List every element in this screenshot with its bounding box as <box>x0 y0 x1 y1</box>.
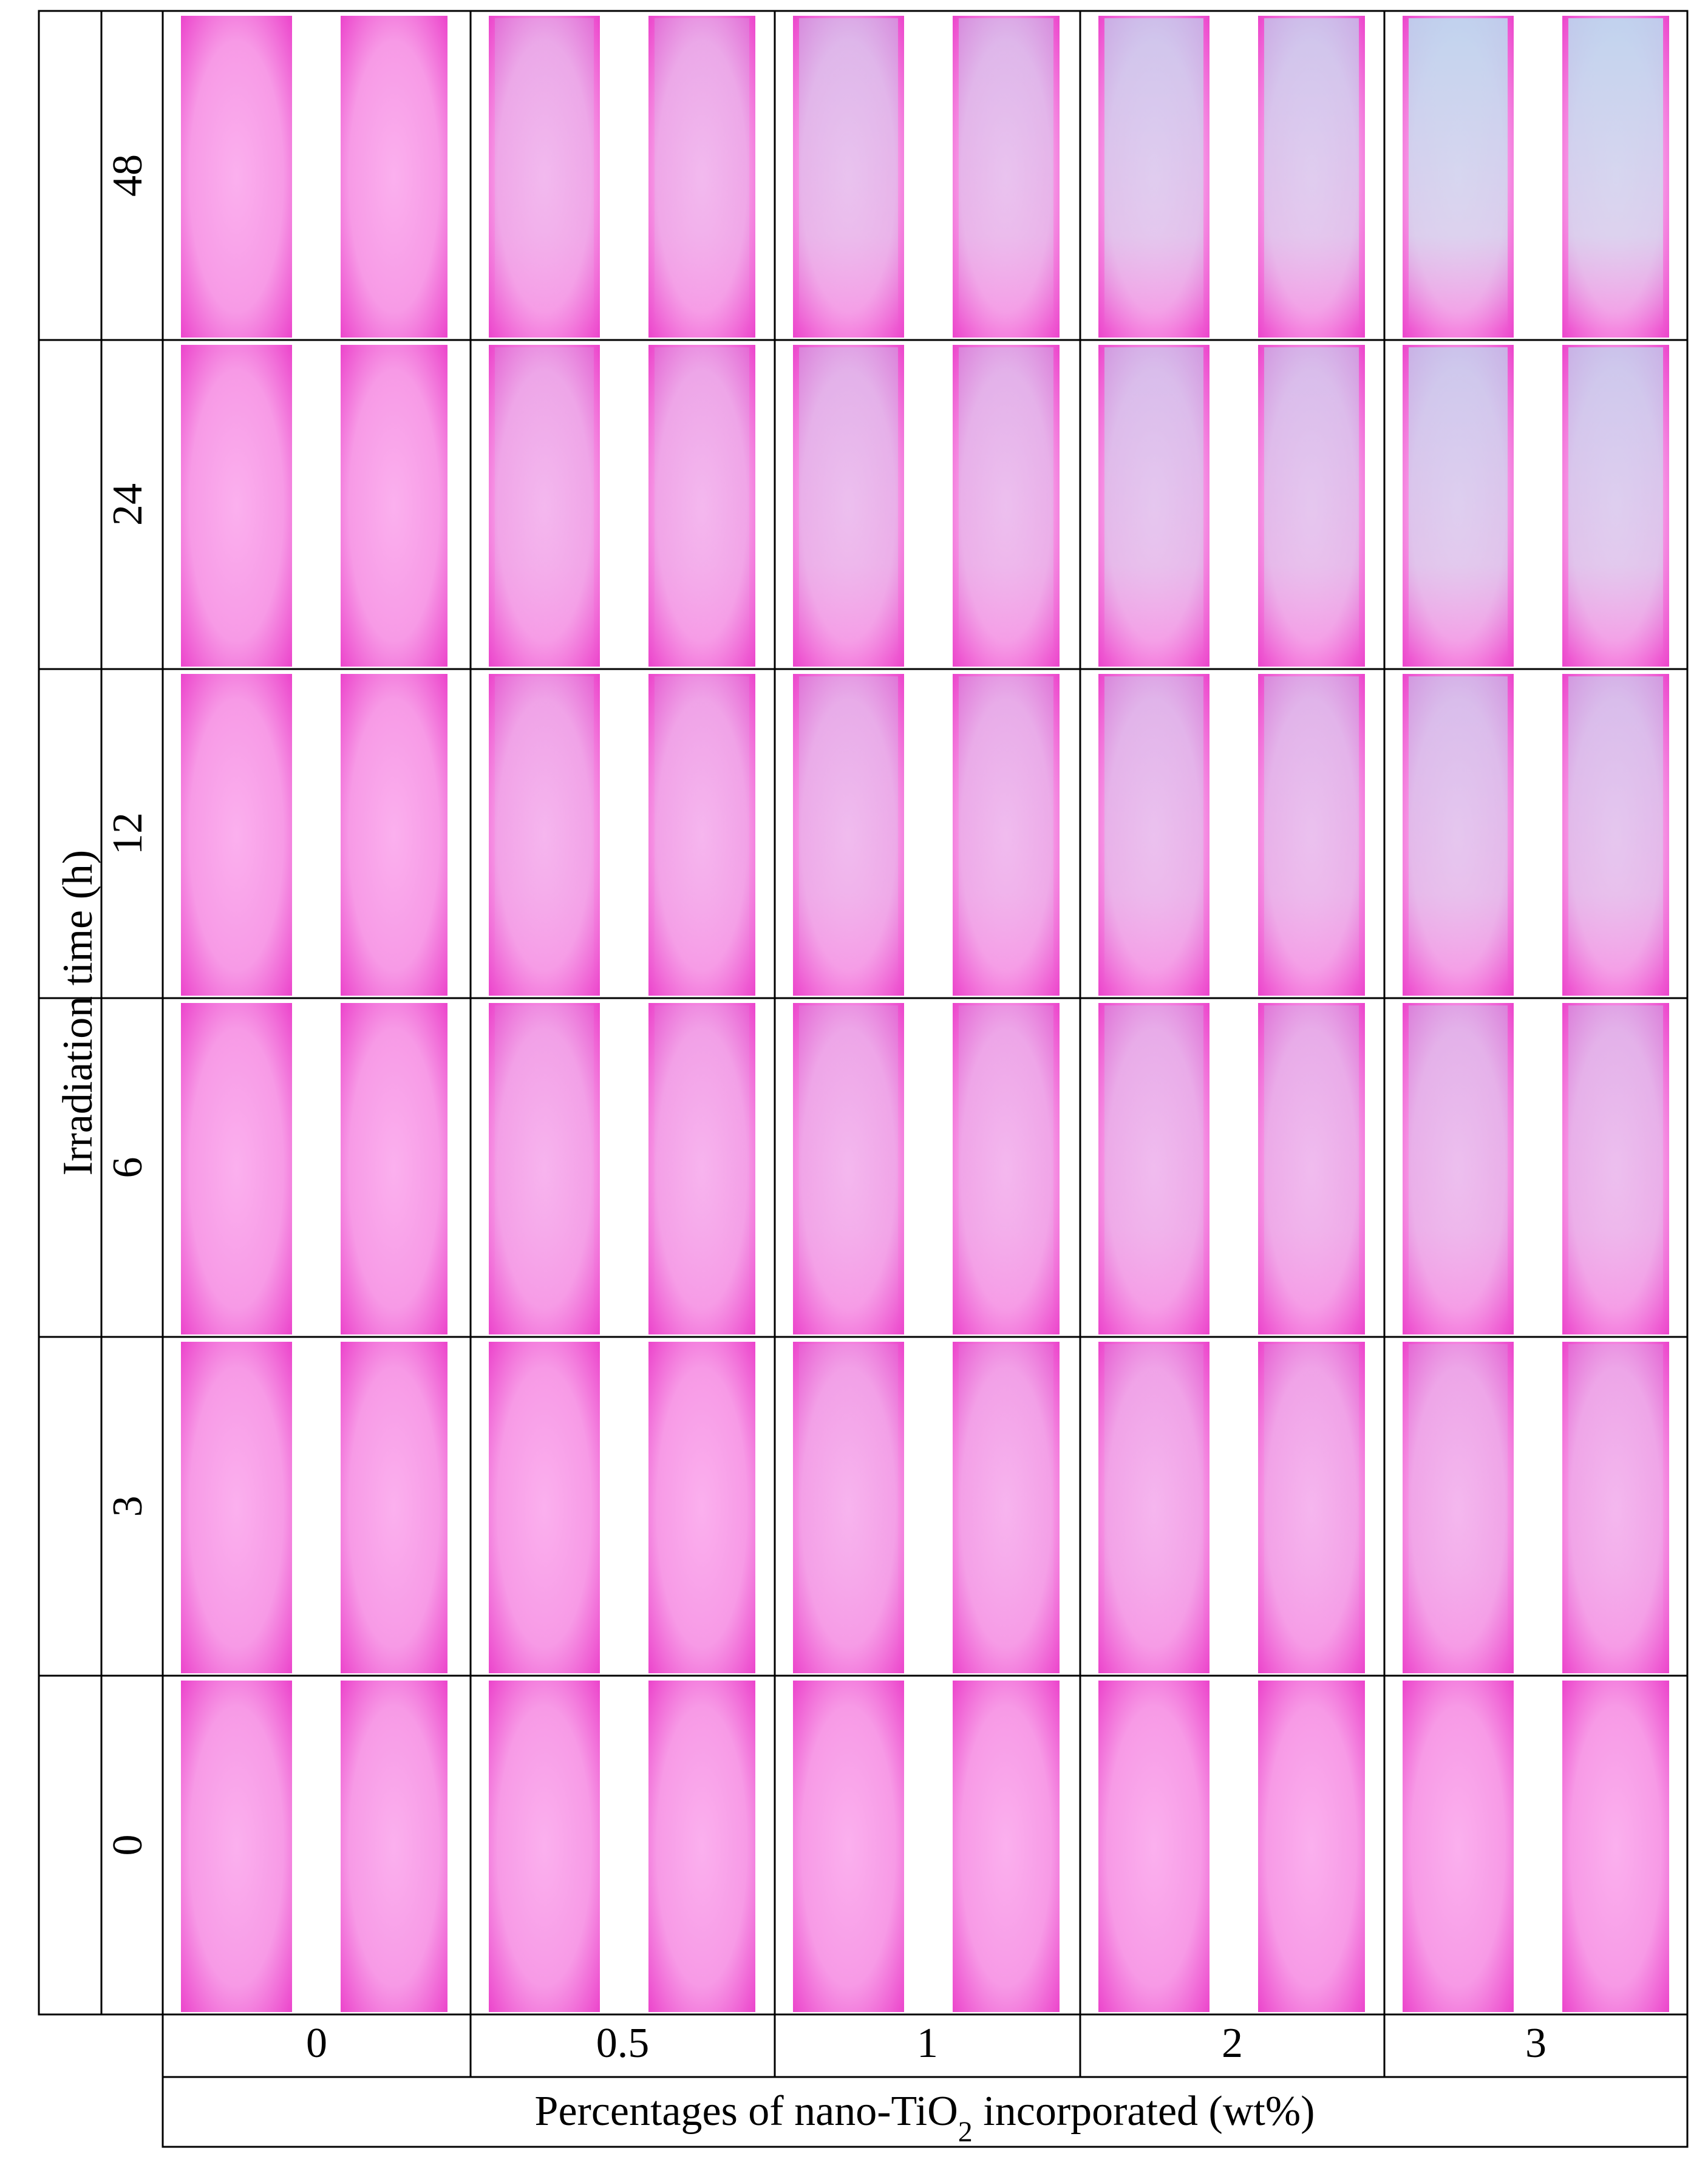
row-label: 48 <box>104 154 151 197</box>
sample-fade <box>799 1005 898 1326</box>
x-label-part: incorporated (wt%) <box>973 2088 1315 2135</box>
row-label: 3 <box>104 1496 151 1517</box>
sample-fade <box>959 676 1053 987</box>
sample-strip <box>341 345 447 667</box>
sample-strip <box>953 1681 1060 2012</box>
sample-strip <box>1403 1681 1514 2012</box>
sample-strip <box>489 1342 600 1673</box>
sample-fade <box>1264 1005 1359 1326</box>
sample-fade <box>1104 347 1203 658</box>
sample-grid <box>39 11 1687 2077</box>
sample-strip <box>181 674 292 996</box>
sample-fade <box>1264 1344 1359 1665</box>
sample-strip <box>181 1003 292 1334</box>
sample-fade <box>655 18 749 329</box>
sample-strip <box>341 16 447 338</box>
sample-fade <box>495 1005 594 1326</box>
sample-fade <box>495 347 594 658</box>
y-axis-label: Irradiation time (h) <box>55 850 101 1175</box>
x-axis-label: Percentages of nano-TiO2 incorporated (w… <box>535 2088 1315 2148</box>
sample-strip <box>1562 1681 1669 2012</box>
sample-fade <box>959 1344 1053 1665</box>
sample-strip <box>341 1342 447 1673</box>
sample-fade <box>655 676 749 987</box>
sample-fade <box>799 676 898 987</box>
sample-fade <box>959 18 1053 329</box>
column-label: 3 <box>1525 2020 1546 2067</box>
column-label: 1 <box>917 2020 938 2067</box>
sample-strip <box>1258 1681 1365 2012</box>
sample-strip <box>181 16 292 338</box>
sample-strip <box>341 1003 447 1334</box>
sample-fade <box>1409 676 1508 987</box>
sample-fade <box>1409 18 1508 329</box>
sample-strip <box>341 1681 447 2012</box>
sample-fade <box>655 347 749 658</box>
sample-fade <box>1409 1005 1508 1326</box>
sample-fade <box>1104 1344 1203 1665</box>
sample-fade <box>1264 347 1359 658</box>
sample-fade <box>799 1344 898 1665</box>
sample-fade <box>1104 1005 1203 1326</box>
sample-fade <box>495 676 594 987</box>
sample-fade <box>959 1005 1053 1326</box>
x-label-part: Percentages of nano-TiO <box>535 2088 958 2135</box>
sample-strip <box>181 1681 292 2012</box>
sample-fade <box>799 18 898 329</box>
sample-fade <box>799 347 898 658</box>
x-label-subscript: 2 <box>958 2116 973 2148</box>
sample-fade <box>1104 676 1203 987</box>
row-label: 12 <box>104 812 151 855</box>
column-label: 0.5 <box>596 2020 650 2067</box>
sample-fade <box>1264 18 1359 329</box>
row-label: 0 <box>104 1835 151 1856</box>
sample-fade <box>655 1005 749 1326</box>
sample-fade <box>1104 18 1203 329</box>
sample-fade <box>1264 676 1359 987</box>
sample-fade <box>959 347 1053 658</box>
row-label: 6 <box>104 1157 151 1178</box>
row-label: 24 <box>104 483 151 526</box>
sample-fade <box>1409 347 1508 658</box>
sample-strip <box>181 1342 292 1673</box>
sample-fade <box>1568 676 1663 987</box>
sample-strip <box>648 1342 755 1673</box>
sample-fade <box>1409 1344 1508 1665</box>
sample-strip <box>341 674 447 996</box>
sample-fade <box>1568 18 1663 329</box>
sample-fade <box>1568 1005 1663 1326</box>
sample-strip <box>489 1681 600 2012</box>
sample-strip <box>793 1681 904 2012</box>
column-label: 2 <box>1222 2020 1243 2067</box>
column-label: 0 <box>306 2020 327 2067</box>
sample-fade <box>1568 1344 1663 1665</box>
sample-fade <box>495 18 594 329</box>
sample-strip <box>181 345 292 667</box>
sample-strip <box>1098 1681 1210 2012</box>
sample-strip <box>648 1681 755 2012</box>
sample-fade <box>1568 347 1663 658</box>
